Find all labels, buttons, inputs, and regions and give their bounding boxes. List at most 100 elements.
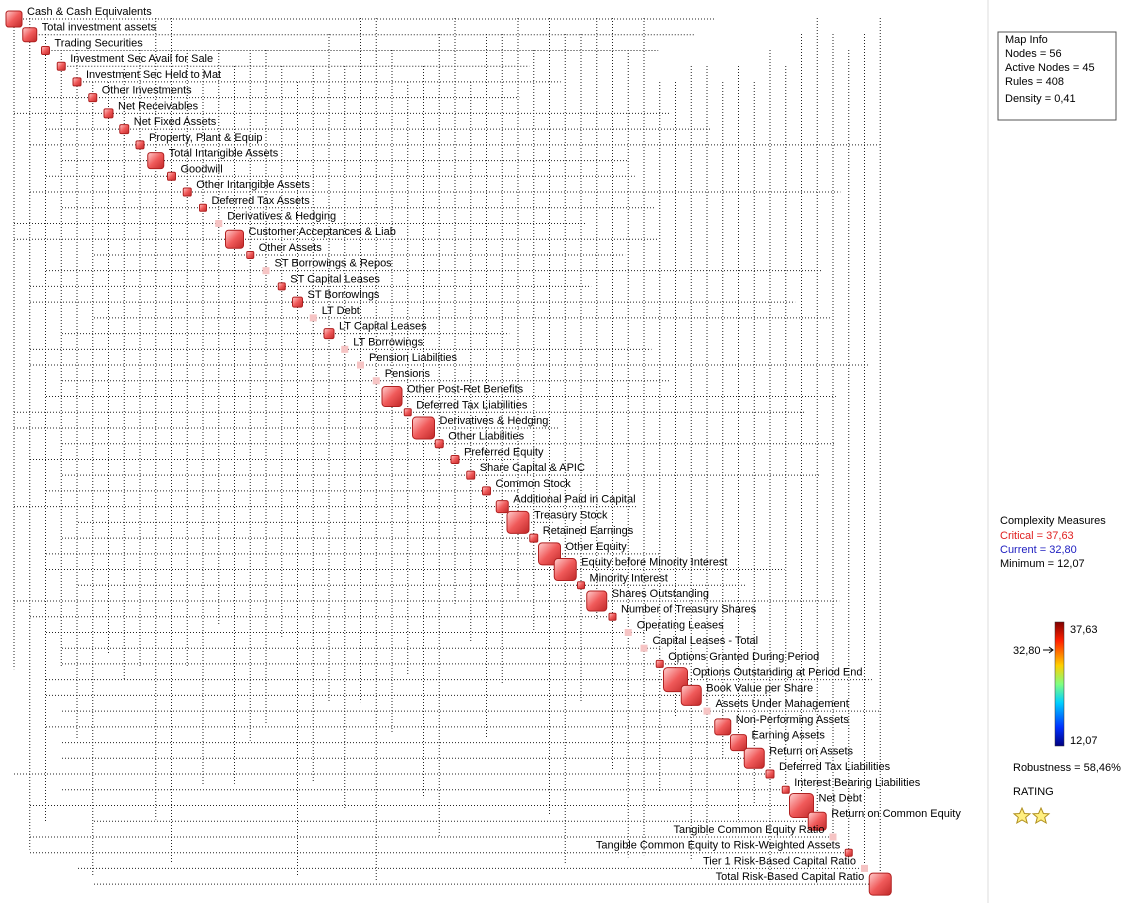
node-marker — [624, 628, 632, 636]
rating-star — [1031, 806, 1051, 825]
node-label: Book Value per Share — [706, 682, 813, 694]
node-label: Preferred Equity — [464, 446, 544, 458]
node-marker — [730, 734, 747, 752]
map-info-line: Rules = 408 — [1005, 76, 1064, 88]
node-marker — [277, 282, 286, 291]
node-label: Other Post-Ret Benefits — [407, 384, 524, 396]
node-label: Treasury Stock — [534, 509, 608, 521]
node-marker — [466, 470, 476, 480]
node-marker — [412, 416, 435, 440]
map-info-line: Nodes = 56 — [1005, 48, 1062, 60]
node-marker — [450, 454, 460, 464]
node-marker — [103, 108, 114, 119]
node-marker — [381, 386, 403, 408]
node-label: Capital Leases - Total — [653, 635, 759, 647]
node-label: Common Stock — [496, 478, 572, 490]
node-label: Derivatives & Hedging — [440, 415, 549, 427]
node-marker — [372, 377, 380, 385]
node-marker — [88, 93, 98, 103]
node-label: Other Equity — [566, 541, 628, 553]
node-marker — [829, 833, 837, 841]
critical: Critical = 37,63 — [1000, 530, 1074, 542]
node-label: Return on Common Equity — [831, 808, 961, 820]
node-label: Assets Under Management — [716, 698, 849, 710]
node-label: Additional Paid in Capital — [513, 494, 635, 506]
node-label: Tier 1 Risk-Based Capital Ratio — [703, 855, 856, 867]
node-marker — [341, 345, 349, 353]
node-label: ST Borrowings — [308, 289, 380, 301]
node-marker — [72, 77, 82, 87]
node-label: Tangible Common Equity to Risk-Weighted … — [596, 840, 841, 852]
rating-star — [1012, 806, 1032, 825]
complexity-title: Complexity Measures — [1000, 515, 1106, 527]
node-label: Share Capital & APIC — [480, 462, 585, 474]
node-label: Return on Assets — [769, 745, 853, 757]
map-info-line: Active Nodes = 45 — [1005, 62, 1095, 74]
node-label: Non-Performing Assets — [736, 714, 850, 726]
node-label: Investment Sec Avail for Sale — [70, 53, 213, 65]
nodes: Cash & Cash Equivalents Total investment … — [5, 6, 961, 896]
node-marker — [714, 718, 732, 736]
node-marker — [495, 500, 509, 514]
node-label: Deferred Tax Liabilities — [416, 399, 528, 411]
node-label: Interest Bearing Liabilities — [794, 777, 920, 789]
node-label: Property, Plant & Equip — [149, 132, 263, 144]
map-info-line: Density = 0,41 — [1005, 93, 1076, 105]
current-arrow — [1043, 646, 1054, 654]
node-label: LT Borrowings — [353, 336, 423, 348]
node-label: Customer Acceptances & Liab — [249, 226, 396, 238]
scale-min: 12,07 — [1070, 735, 1098, 747]
node-marker — [292, 296, 303, 308]
node-marker — [147, 152, 165, 170]
node-marker — [119, 124, 130, 135]
node-marker — [182, 187, 192, 197]
node-label: Deferred Tax Liabilities — [779, 761, 891, 773]
node-label: Earning Assets — [752, 730, 826, 742]
node-marker — [577, 581, 585, 590]
node-label: Tangible Common Equity Ratio — [673, 824, 824, 836]
node-marker — [807, 811, 827, 831]
node-label: Other Liabilities — [448, 431, 524, 443]
robustness: Robustness = 58,46% — [1013, 762, 1121, 774]
node-label: Options Granted During Period — [668, 651, 819, 663]
node-marker — [135, 140, 145, 150]
node-marker — [789, 793, 814, 818]
node-label: Equity before Minority Interest — [581, 557, 727, 569]
node-marker — [844, 848, 853, 857]
node-marker — [482, 486, 491, 496]
node-marker — [608, 612, 617, 621]
node-marker — [434, 439, 444, 449]
node-marker — [225, 229, 244, 249]
node-label: Investment Sec Held to Mat — [86, 69, 221, 81]
node-marker — [167, 171, 176, 181]
node-label: Retained Earnings — [543, 525, 634, 537]
node-marker — [22, 27, 38, 43]
node-label: Net Fixed Assets — [134, 116, 217, 128]
node-marker — [680, 684, 702, 706]
node-marker — [56, 61, 66, 71]
node-marker — [5, 10, 23, 28]
node-label: Pension Liabilities — [369, 352, 458, 364]
node-marker — [553, 558, 577, 582]
node-marker — [765, 769, 775, 779]
map-info-title: Map Info — [1005, 34, 1048, 46]
color-bar — [1054, 621, 1065, 747]
node-marker — [861, 864, 868, 872]
node-label: Other Investments — [102, 85, 192, 97]
node-marker — [262, 267, 270, 275]
scale-max: 37,63 — [1070, 624, 1098, 636]
node-marker — [41, 45, 50, 55]
node-label: ST Borrowings & Repos — [275, 258, 393, 270]
node-marker — [781, 785, 790, 794]
node-marker — [246, 250, 255, 259]
connection-lines — [13, 18, 882, 885]
node-marker — [743, 747, 765, 769]
current: Current = 32,80 — [1000, 544, 1077, 556]
node-label: Minority Interest — [590, 572, 668, 584]
node-marker — [586, 590, 608, 612]
node-label: Goodwill — [181, 163, 223, 175]
node-label: Derivatives & Hedging — [227, 210, 336, 222]
node-marker — [309, 314, 317, 322]
node-label: Total investment assets — [42, 22, 157, 34]
